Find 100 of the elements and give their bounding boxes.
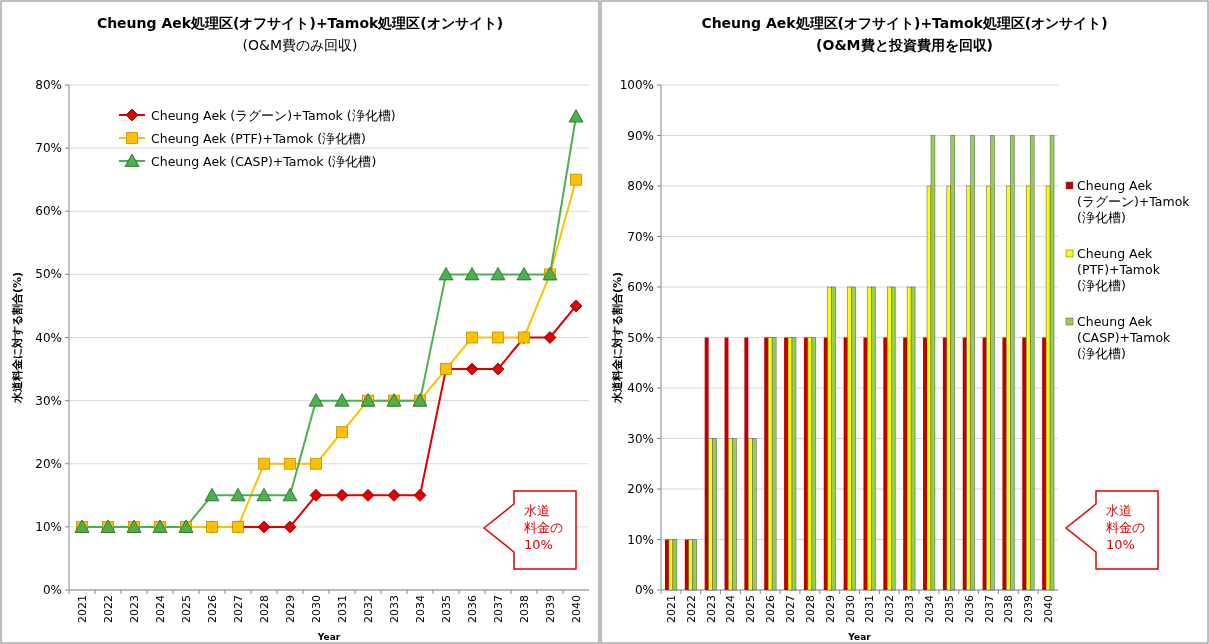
bar — [847, 286, 852, 591]
point — [230, 487, 246, 502]
bar — [1049, 135, 1055, 591]
point — [413, 488, 427, 502]
bar — [712, 438, 717, 591]
x-tick-label: 2037 — [982, 595, 996, 623]
y-tick-label: 60% — [35, 204, 62, 219]
y-tick-label: 50% — [627, 330, 654, 345]
point — [310, 457, 322, 470]
x-tick-label: 2024 — [724, 595, 738, 623]
point — [465, 362, 479, 376]
y-tick-label: 0% — [42, 583, 62, 597]
bar — [1002, 337, 1007, 590]
annotation: 水道料金の10% — [524, 503, 563, 552]
x-tick-label: 2029 — [823, 595, 837, 623]
y-axis-title: 水道料金に対する割合(%) — [11, 271, 24, 405]
bar — [668, 539, 674, 591]
point — [543, 331, 557, 344]
y-tick-label: 60% — [627, 280, 654, 294]
x-tick-label: 2028 — [258, 595, 271, 623]
bar — [883, 337, 888, 590]
chart-subtitle: (O&M費と投資費用を回収) — [816, 37, 993, 53]
bar — [692, 539, 697, 591]
bar — [811, 337, 817, 591]
point — [334, 393, 350, 407]
chart-title: Cheung Aek処理区(オフサイト)+Tamok処理区(オンサイト) — [701, 15, 1108, 31]
point — [387, 488, 401, 502]
x-axis-title: Year — [316, 632, 341, 642]
x-tick-label: 2033 — [903, 595, 917, 623]
bar — [672, 539, 678, 591]
y-tick-label: 70% — [35, 141, 62, 156]
point — [256, 487, 272, 502]
x-tick-label: 2040 — [570, 595, 583, 623]
bar — [1022, 337, 1027, 590]
x-tick-label: 2034 — [414, 595, 427, 623]
y-tick-label: 0% — [634, 583, 654, 597]
text: 水道料金の10% — [1106, 503, 1145, 552]
y-tick-label: 90% — [627, 128, 654, 143]
y-tick-label: 80% — [35, 78, 62, 92]
y-tick-label: 20% — [627, 482, 654, 496]
bar — [1029, 135, 1035, 591]
point — [284, 457, 296, 470]
point — [492, 331, 504, 344]
y-tick-label: 10% — [35, 519, 62, 534]
x-tick-label: 2036 — [466, 595, 479, 623]
x-tick-label: 2024 — [154, 595, 167, 623]
point — [282, 487, 298, 502]
legend-label: Cheung Aek (ラグーン)+Tamok (浄化槽) — [1077, 178, 1191, 225]
point — [258, 457, 270, 470]
x-tick-label: 2032 — [883, 595, 897, 623]
x-tick-label: 2026 — [206, 595, 219, 623]
point — [308, 393, 324, 407]
bar — [688, 539, 694, 591]
y-axis-title: 水道料金に対する割合(%) — [611, 271, 624, 405]
point — [361, 488, 375, 502]
y-tick-label: 40% — [627, 381, 654, 395]
bar — [728, 438, 733, 591]
x-tick-label: 2033 — [388, 595, 401, 623]
x-tick-label: 2025 — [744, 595, 758, 623]
x-tick-label: 2031 — [863, 595, 877, 623]
y-tick-label: 20% — [35, 456, 62, 471]
x-tick-label: 2029 — [284, 595, 297, 623]
bar — [831, 286, 836, 591]
bar — [787, 337, 793, 591]
x-tick-label: 2035 — [440, 595, 453, 623]
bar — [1010, 135, 1015, 591]
x-axis-title: Year — [847, 632, 872, 642]
x-tick-label: 2034 — [922, 595, 936, 623]
legend-label: Cheung Aek (CASP)+Tamok (浄化槽) — [1077, 314, 1172, 361]
x-tick-label: 2027 — [232, 595, 245, 623]
bar — [891, 286, 896, 591]
bar — [930, 135, 936, 591]
bar — [906, 286, 912, 591]
x-tick-label: 2039 — [544, 595, 557, 623]
bar — [887, 286, 892, 591]
point — [257, 520, 271, 534]
x-tick-label: 2032 — [362, 595, 375, 623]
x-tick-label: 2023 — [704, 595, 718, 623]
x-tick-label: 2021 — [76, 595, 89, 623]
point — [464, 266, 480, 281]
x-tick-label: 2026 — [764, 595, 778, 623]
point — [466, 331, 478, 344]
point — [283, 520, 297, 534]
point — [568, 109, 584, 123]
x-tick-label: 2023 — [128, 595, 141, 623]
bar — [863, 337, 868, 590]
bar — [752, 438, 757, 591]
x-tick-label: 2040 — [1042, 595, 1056, 623]
legend-label: Cheung Aek (PTF)+Tamok (浄化槽) — [1077, 246, 1161, 293]
point — [490, 266, 506, 281]
point — [516, 266, 532, 281]
bar — [990, 135, 995, 591]
x-tick-label: 2022 — [684, 595, 698, 623]
x-tick-label: 2025 — [180, 595, 193, 623]
y-tick-label: 40% — [35, 330, 62, 345]
bar — [732, 438, 737, 591]
bar — [970, 135, 975, 591]
y-tick-label: 100% — [619, 78, 654, 92]
x-tick-label: 2037 — [492, 595, 505, 623]
x-tick-label: 2035 — [942, 595, 956, 623]
